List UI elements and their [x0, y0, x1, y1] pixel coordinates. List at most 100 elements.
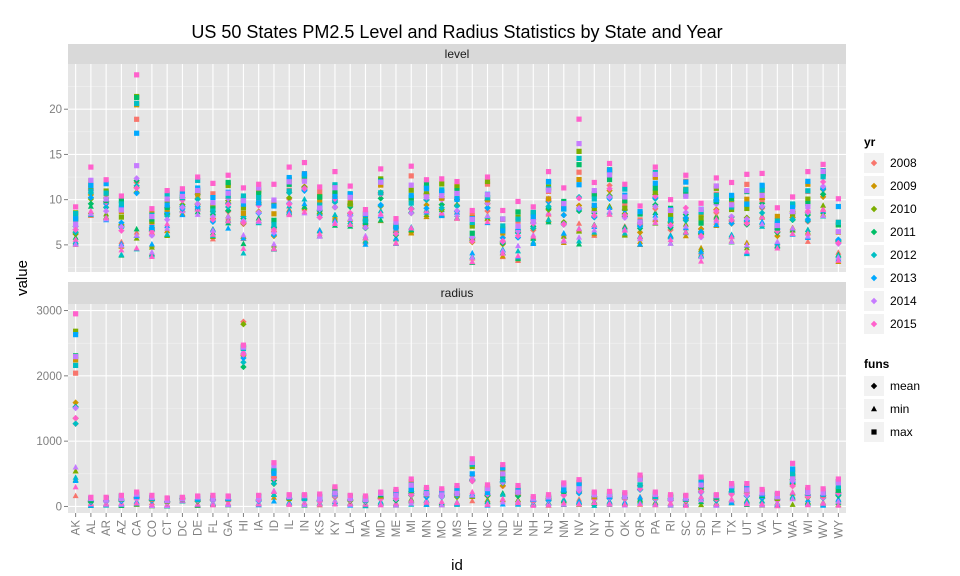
point-min-NV	[576, 240, 583, 247]
point-min-WA	[789, 493, 796, 499]
point-min-NH	[530, 502, 537, 508]
point-max-AR	[103, 494, 109, 500]
point-mean-HI	[240, 351, 247, 358]
x-tick-label: NY	[589, 520, 601, 536]
x-tick-label: VT	[772, 520, 784, 535]
point-max-AZ	[118, 198, 124, 204]
point-mean-MO	[438, 201, 445, 208]
point-max-MT	[469, 471, 475, 477]
point-mean-VA	[758, 203, 766, 210]
point-max-CO	[149, 206, 155, 212]
point-max-NV	[576, 141, 582, 147]
point-max-WI	[805, 200, 811, 207]
point-min-SD	[698, 258, 705, 264]
point-max-MT	[469, 230, 475, 236]
point-mean-NM	[560, 211, 567, 219]
point-max-MA	[362, 493, 369, 499]
point-max-AZ	[118, 207, 124, 213]
point-mean-WV	[819, 178, 827, 186]
point-max-FL	[210, 496, 216, 502]
point-max-VA	[759, 490, 765, 496]
x-tick-label: MD	[376, 520, 388, 538]
point-max-MN	[423, 177, 430, 183]
point-max-WV	[820, 174, 826, 180]
point-max-ID	[271, 467, 277, 473]
point-min-MI	[408, 497, 415, 503]
point-min-HI	[240, 234, 247, 241]
point-max-OH	[606, 160, 613, 167]
point-max-AL	[88, 164, 94, 170]
point-min-SD	[698, 253, 705, 260]
point-min-NV	[576, 220, 583, 226]
point-max-ID	[271, 203, 277, 209]
point-mean-GA	[224, 201, 232, 208]
point-min-MI	[408, 224, 415, 231]
point-max-UT	[744, 188, 750, 194]
point-min-CO	[148, 244, 155, 250]
point-max-MD	[378, 489, 384, 495]
point-min-FL	[209, 501, 216, 508]
point-max-TX	[728, 487, 735, 493]
point-mean-SC	[682, 209, 690, 216]
point-mean-TX	[728, 213, 735, 220]
point-mean-AR	[102, 207, 110, 215]
x-tick-label: OH	[605, 520, 617, 537]
point-max-CT	[164, 188, 170, 194]
point-max-UT	[744, 487, 750, 493]
legend-color-key	[870, 274, 878, 282]
point-min-CA	[133, 232, 140, 238]
point-mean-WI	[804, 207, 812, 215]
point-min-LA	[347, 218, 354, 225]
point-max-AZ	[118, 201, 124, 207]
point-max-NE	[515, 482, 521, 489]
point-min-SD	[698, 493, 705, 500]
point-max-FL	[210, 492, 216, 498]
y-tick-label: 20	[49, 104, 62, 116]
point-max-FL	[210, 202, 216, 209]
point-min-NV	[576, 501, 583, 507]
point-min-PA	[652, 501, 659, 507]
point-max-FL	[210, 200, 216, 206]
point-mean-MI	[408, 491, 415, 499]
point-min-UT	[743, 241, 750, 248]
x-tick-label: SD	[696, 520, 708, 536]
point-max-AK	[73, 362, 79, 369]
point-max-IN	[301, 492, 308, 498]
point-min-KY	[331, 220, 338, 227]
y-tick-label: 2000	[36, 371, 62, 383]
point-mean-LA	[347, 209, 354, 217]
point-max-UT	[744, 481, 750, 487]
point-max-UT	[744, 181, 750, 187]
point-min-CO	[148, 240, 155, 247]
x-tick-label: AK	[71, 520, 83, 536]
point-min-IA	[255, 217, 262, 223]
point-max-NJ	[545, 187, 552, 193]
point-min-TN	[713, 215, 720, 222]
point-min-NY	[591, 226, 598, 233]
point-max-SD	[698, 482, 704, 488]
point-max-CT	[164, 196, 170, 202]
x-tick-label: DC	[177, 520, 189, 537]
y-tick-label: 5	[56, 240, 62, 252]
point-max-KS	[317, 189, 323, 195]
point-mean-DE	[194, 200, 201, 208]
point-max-NJ	[545, 169, 552, 175]
point-max-VT	[774, 205, 780, 211]
point-min-WI	[804, 501, 811, 508]
point-max-CA	[134, 100, 140, 107]
point-max-WY	[835, 229, 841, 235]
strip-level	[68, 44, 846, 64]
point-max-NV	[576, 486, 582, 492]
point-max-MS	[454, 184, 460, 190]
point-mean-UT	[743, 220, 751, 227]
point-max-WA	[790, 194, 796, 200]
point-mean-HI	[240, 363, 247, 371]
point-max-IA	[256, 185, 262, 191]
point-mean-NH	[530, 224, 537, 232]
point-max-GA	[225, 172, 231, 178]
point-mean-DE	[194, 196, 201, 203]
point-max-MS	[454, 485, 460, 492]
point-min-OH	[606, 211, 613, 217]
point-mean-OH	[606, 182, 613, 189]
point-min-NC	[484, 501, 491, 507]
